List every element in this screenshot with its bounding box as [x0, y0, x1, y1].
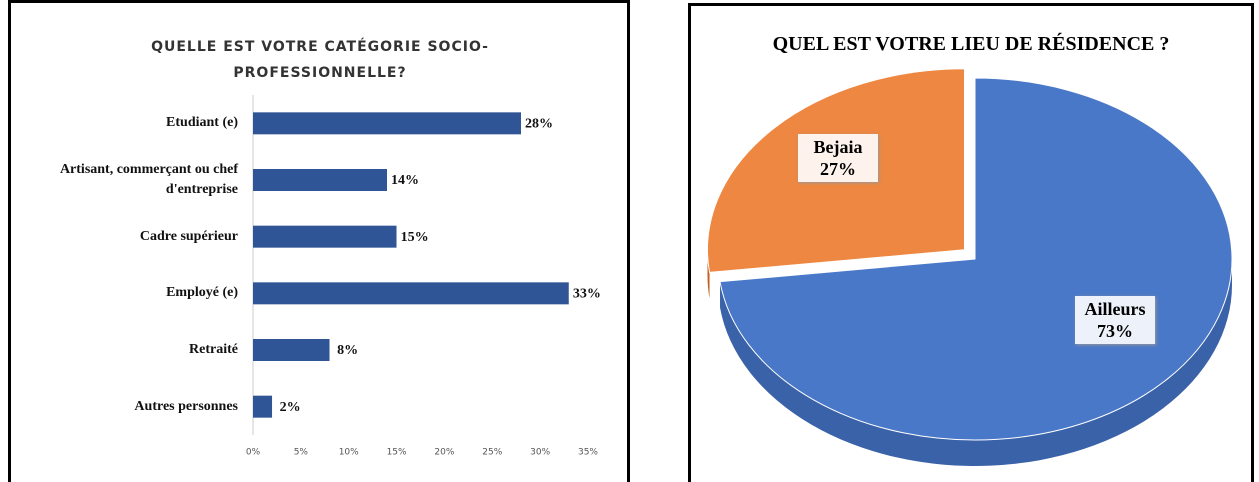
pie-label-text: 27% — [820, 159, 856, 179]
left-panel — [8, 0, 630, 482]
label-bg — [329, 339, 366, 361]
y-tick-label: Artisant, commerçant ou chef d'entrepris… — [59, 162, 238, 197]
label-bg — [272, 395, 309, 418]
bar — [253, 225, 397, 248]
x-tick-label: 25% — [482, 448, 502, 458]
pie-slice — [719, 77, 1233, 441]
bar — [253, 282, 569, 305]
category-label: Autres personnes — [20, 387, 238, 427]
label-bg — [521, 112, 557, 135]
data-label: 28% — [525, 117, 553, 132]
pie-label-text: 73% — [1097, 321, 1133, 341]
x-tick-label: 10% — [339, 448, 359, 458]
data-label: 8% — [337, 343, 358, 358]
y-tick-label: Employé (e) — [166, 285, 238, 301]
bar — [253, 169, 387, 191]
x-tick-label: 0% — [246, 448, 261, 458]
pie-label-text: Bejaia — [813, 137, 863, 157]
x-tick-label: 20% — [434, 448, 454, 458]
label-bg — [396, 225, 433, 248]
category-label: Retraité — [20, 330, 238, 370]
x-tick-label: 5% — [294, 448, 309, 458]
label-bg — [387, 169, 423, 191]
y-tick-label: Etudiant (e) — [166, 115, 238, 131]
data-label: 33% — [573, 287, 601, 302]
chart-title: QUEL EST VOTRE LIEU DE RÉSIDENCE ? — [772, 33, 1170, 55]
category-label: Artisant, commerçant ou chef d'entrepris… — [20, 160, 238, 200]
pie-label: Bejaia 27% — [798, 134, 878, 182]
data-label: 2% — [280, 400, 301, 415]
data-label: 14% — [391, 173, 419, 188]
data-label: 15% — [401, 230, 429, 245]
x-tick-label: 35% — [578, 448, 598, 458]
x-tick-label: 30% — [530, 448, 550, 458]
category-label: Etudiant (e) — [20, 103, 238, 143]
pie-label-text: Ailleurs — [1084, 299, 1146, 319]
bar — [253, 339, 330, 361]
category-label: Cadre supérieur — [20, 217, 238, 257]
bar — [253, 395, 273, 418]
x-tick-label: 15% — [387, 448, 407, 458]
right-panel — [688, 3, 1254, 482]
pie-label: Ailleurs 73% — [1075, 296, 1155, 344]
bar — [253, 112, 521, 135]
y-tick-label: Retraité — [189, 342, 238, 357]
label-bg — [568, 282, 605, 305]
y-tick-label: Cadre supérieur — [139, 228, 238, 244]
chart-title: QUELLE EST VOTRE CATÉGORIE SOCIO-PROFESS… — [151, 39, 489, 81]
category-label: Employé (e) — [20, 273, 238, 313]
y-tick-label: Autres personnes — [134, 398, 238, 414]
